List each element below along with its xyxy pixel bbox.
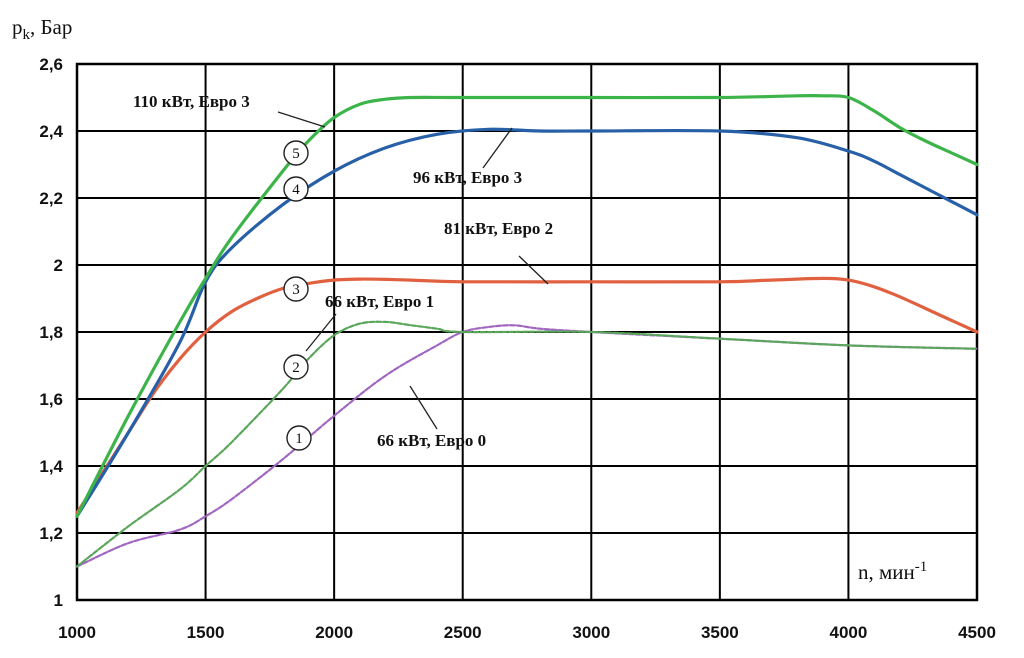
series-label: 81 кВт, Евро 2	[444, 219, 553, 238]
leader-line	[482, 127, 513, 169]
x-tick-label: 3000	[572, 623, 610, 642]
series-line-2	[75, 320, 979, 568]
series-marker-number: 2	[292, 360, 300, 376]
series-line-3	[75, 276, 979, 515]
y-tick-label: 1	[54, 591, 63, 610]
series-marker-number: 3	[292, 282, 300, 298]
series-marker-circle	[283, 140, 309, 166]
y-tick-label: 2,2	[39, 189, 63, 208]
tick-labels: 1000 1500 2000 2500 3000 3500 4000 4500 1 1,2 1,4 1…	[39, 55, 996, 642]
x-axis-label: n, мин-1	[858, 559, 927, 584]
x-tick-label: 4500	[958, 623, 996, 642]
leader-line	[409, 385, 438, 430]
x-tick-label: 3500	[701, 623, 739, 642]
series-marker-circle	[283, 354, 309, 380]
series-marker-circle	[283, 176, 309, 202]
series-label: 96 кВт, Евро 3	[413, 168, 522, 187]
y-tick-label: 1,2	[39, 524, 63, 543]
series-line-5	[75, 93, 979, 518]
x-tick-label: 2500	[444, 623, 482, 642]
leader-line	[518, 255, 549, 285]
y-tick-label: 1,4	[39, 457, 63, 476]
series-label: 110 кВт, Евро 3	[133, 92, 250, 111]
y-tick-label: 1,8	[39, 323, 63, 342]
series-marker-number: 4	[292, 182, 300, 198]
y-tick-label: 2,6	[39, 55, 63, 74]
y-tick-label: 2	[54, 256, 63, 275]
leader-lines	[277, 111, 549, 430]
leader-line	[305, 313, 337, 352]
series-marker-number: 5	[292, 146, 300, 162]
series-lines	[75, 93, 979, 568]
x-tick-label: 4000	[830, 623, 868, 642]
x-tick-label: 2000	[315, 623, 353, 642]
x-tick-label: 1500	[187, 623, 225, 642]
y-tick-label: 2,4	[39, 122, 63, 141]
series-marker-circle	[283, 276, 309, 302]
series-marker-circle	[286, 425, 312, 451]
series-marker-number: 1	[295, 431, 303, 447]
y-axis-label: pk, Бар	[12, 15, 72, 43]
series-label: 66 кВт, Евро 0	[377, 431, 486, 450]
y-tick-label: 1,6	[39, 390, 63, 409]
x-tick-label: 1000	[58, 623, 96, 642]
leader-line	[277, 111, 326, 128]
series-label: 66 кВт, Евро 1	[325, 292, 434, 311]
annotations: 110 кВт, Евро 3 5 96 кВт, Евро 3 4 81 кВт, Е…	[133, 92, 553, 451]
series-line-4	[75, 127, 979, 518]
